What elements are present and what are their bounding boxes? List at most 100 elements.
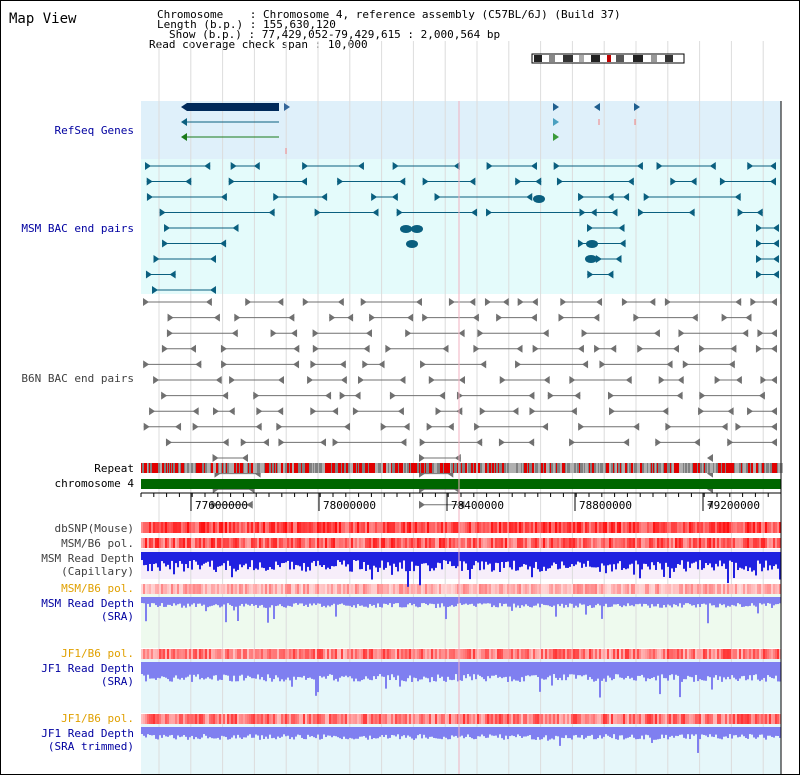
heat-cell (573, 714, 575, 724)
label-jf1-b6-pol-2[interactable]: JF1/B6 pol. (61, 712, 134, 725)
depth-bar (163, 662, 165, 677)
depth-bar (451, 727, 453, 736)
depth-bar (229, 597, 231, 605)
heat-cell (729, 538, 731, 548)
msm-bac-track[interactable] (145, 162, 779, 294)
heat-cell (361, 584, 363, 594)
depth-bar (385, 727, 387, 735)
repeat-block (702, 463, 703, 473)
heat-cell (303, 649, 305, 659)
heat-cell (267, 522, 269, 533)
repeat-block (474, 463, 477, 473)
heat-cell (141, 522, 143, 533)
depth-bar (547, 597, 549, 606)
heat-cell (607, 714, 609, 724)
heat-cell (513, 538, 515, 548)
heat-cell (735, 649, 737, 659)
heat-cell (253, 649, 255, 659)
heat-cell (477, 714, 479, 724)
label-msm-depth-cap-2[interactable]: (Capillary) (61, 565, 134, 578)
label-msm-b6-pol-1[interactable]: MSM/B6 pol. (61, 537, 134, 550)
heat-cell (479, 649, 481, 659)
heat-cell (299, 714, 301, 724)
bac-end-arrow (389, 391, 396, 400)
heatmap-tracks[interactable] (141, 522, 781, 724)
label-msm-depth-sra-2[interactable]: (SRA) (100, 610, 134, 623)
bac-end-arrow (512, 407, 519, 416)
label-jf1-b6-pol-1[interactable]: JF1/B6 pol. (61, 647, 134, 660)
depth-bar (443, 662, 445, 681)
chromosome-track[interactable] (141, 479, 781, 489)
depth-bar (649, 597, 651, 608)
repeat-block (596, 463, 598, 473)
depth-bar (295, 597, 297, 604)
label-jf1-depth-sra-1[interactable]: JF1 Read Depth (41, 662, 134, 675)
depth-bar (727, 727, 729, 739)
depth-bar (377, 552, 379, 572)
heat-cell (281, 538, 283, 548)
depth-bar (585, 727, 587, 738)
label-chromosome[interactable]: chromosome 4 (54, 477, 134, 490)
heat-cell (465, 649, 467, 659)
b6n-bac-track[interactable] (143, 298, 777, 509)
heat-cell (229, 649, 231, 659)
bac-end-arrow (528, 391, 535, 400)
heat-cell (395, 714, 397, 724)
depth-bar (499, 727, 501, 735)
depth-bar (645, 662, 647, 682)
depth-bar (375, 662, 377, 680)
heat-cell (657, 522, 659, 533)
heat-cell (455, 584, 457, 594)
depth-bar (263, 597, 265, 608)
depth-bar (505, 662, 507, 677)
heat-cell (221, 584, 223, 594)
depth-bar (289, 552, 291, 570)
heat-cell (209, 522, 211, 533)
heat-cell (585, 714, 587, 724)
repeat-track[interactable] (141, 463, 783, 473)
label-jf1-depth-trim-1[interactable]: JF1 Read Depth (41, 727, 134, 740)
heat-cell (257, 538, 259, 548)
label-msm-b6-pol-2[interactable]: MSM/B6 pol. (61, 582, 134, 595)
depth-bar (703, 552, 705, 569)
bac-end-arrow (770, 177, 776, 186)
heat-cell (675, 714, 677, 724)
heat-cell (205, 522, 207, 533)
label-b6n-bac[interactable]: B6N BAC end pairs (21, 372, 134, 385)
bac-end-arrow (262, 438, 269, 447)
depth-bar (687, 597, 689, 604)
label-jf1-depth-sra-2[interactable]: (SRA) (100, 675, 134, 688)
heat-cell (701, 584, 703, 594)
heat-cell (725, 522, 727, 533)
heat-cell (375, 538, 377, 548)
depth-bar (655, 727, 657, 740)
depth-bar (295, 552, 297, 565)
heat-cell (491, 538, 493, 548)
heat-cell (495, 584, 497, 594)
depth-bar (143, 727, 145, 736)
depth-bar (593, 597, 595, 608)
depth-bar (511, 552, 513, 570)
label-msm-depth-sra-1[interactable]: MSM Read Depth (41, 597, 134, 610)
label-msm-depth-cap-1[interactable]: MSM Read Depth (41, 552, 134, 565)
depth-tracks[interactable] (141, 552, 781, 753)
heat-cell (271, 584, 273, 594)
depth-bar (455, 552, 457, 569)
heat-cell (517, 584, 519, 594)
label-repeat[interactable]: Repeat (94, 462, 134, 475)
heat-cell (413, 522, 415, 533)
heat-cell (217, 522, 219, 533)
depth-bar (357, 662, 359, 682)
label-dbsnp[interactable]: dbSNP(Mouse) (54, 522, 134, 535)
label-jf1-depth-trim-2[interactable]: (SRA trimmed) (47, 740, 134, 753)
label-msm-bac[interactable]: MSM BAC end pairs (21, 222, 134, 235)
heat-cell (233, 714, 235, 724)
chromosome-ideogram-icon[interactable] (531, 53, 685, 64)
heat-cell (739, 584, 741, 594)
heat-cell (307, 538, 309, 548)
depth-bar (407, 662, 409, 679)
refseq-track[interactable] (181, 103, 640, 154)
heat-cell (211, 584, 213, 594)
label-refseq-genes[interactable]: RefSeq Genes (54, 124, 134, 137)
